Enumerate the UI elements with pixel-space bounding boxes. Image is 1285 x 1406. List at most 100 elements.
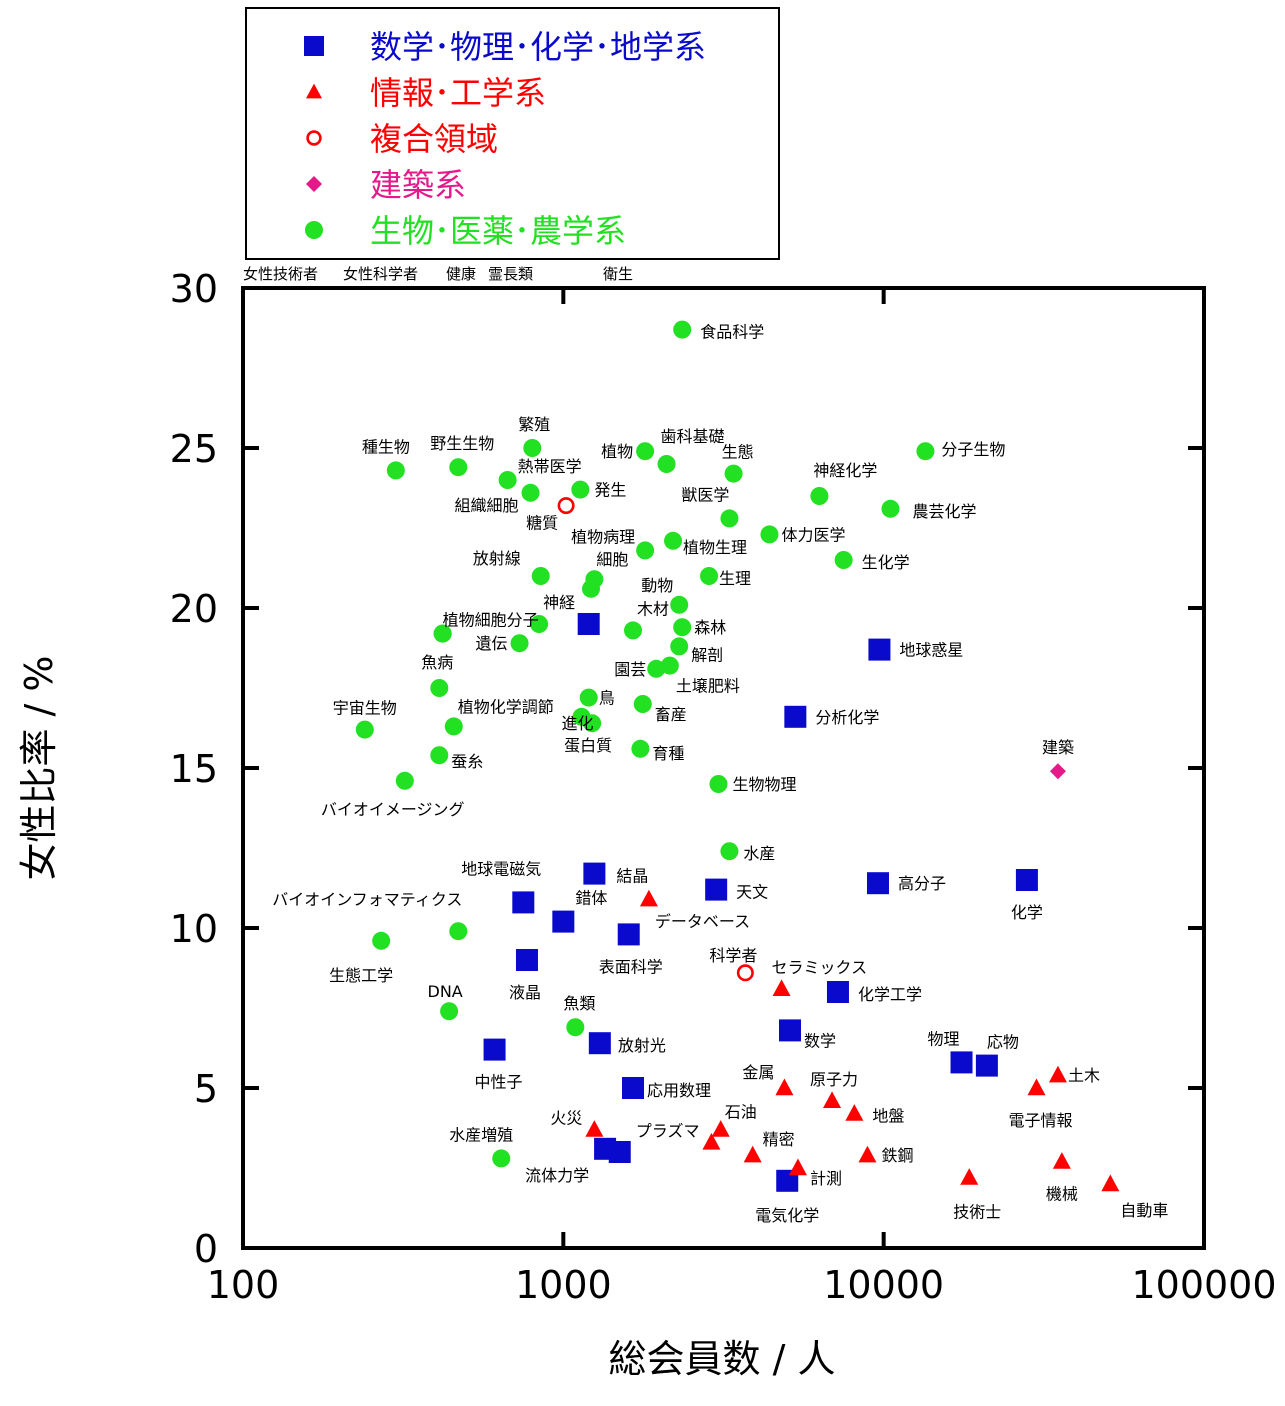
data-point xyxy=(449,922,468,941)
point-label: 体力医学 xyxy=(781,525,845,544)
point-label: 化学工学 xyxy=(858,985,922,1004)
data-point xyxy=(670,595,689,614)
point-label: 結晶 xyxy=(616,867,648,886)
point-label: 火災 xyxy=(550,1109,582,1128)
point-label: 液晶 xyxy=(509,983,541,1002)
data-point xyxy=(760,525,779,544)
data-point xyxy=(868,638,891,661)
data-point xyxy=(960,1168,979,1185)
point-label: 植物細胞分子 xyxy=(443,611,539,630)
data-point xyxy=(440,1002,459,1021)
x-tick-label: 100 xyxy=(207,1263,280,1307)
data-point xyxy=(552,910,575,933)
data-point xyxy=(778,1019,801,1042)
legend-marker xyxy=(304,36,324,56)
data-point xyxy=(355,720,374,739)
point-label: 解剖 xyxy=(691,645,723,664)
point-label: 鳥 xyxy=(599,689,615,708)
point-label: 表面科学 xyxy=(599,957,663,976)
point-label: 技術士 xyxy=(953,1203,1001,1222)
data-point xyxy=(702,1132,721,1150)
point-label: プラズマ xyxy=(636,1121,700,1140)
point-label: 生理 xyxy=(719,569,751,588)
data-point xyxy=(531,567,550,585)
data-point xyxy=(1049,763,1066,780)
data-point xyxy=(647,659,666,678)
point-label: 流体力学 xyxy=(525,1166,589,1185)
point-label: 植物化学調節 xyxy=(458,697,554,716)
data-point xyxy=(705,878,728,901)
data-point xyxy=(673,618,692,637)
point-label: 植物病理 xyxy=(571,527,635,546)
point-label: 進化 xyxy=(562,714,594,733)
point-label: 野生生物 xyxy=(430,434,494,453)
data-point xyxy=(673,320,692,339)
point-label: 物理 xyxy=(928,1029,960,1048)
data-point xyxy=(639,889,658,907)
x-axis-title: 総会員数 / 人 xyxy=(609,1337,836,1381)
point-label: 蚕糸 xyxy=(451,752,483,771)
data-point xyxy=(395,771,414,790)
data-point xyxy=(622,1077,645,1099)
data-point xyxy=(588,1032,611,1055)
y-axis-title: 女性比率 / % xyxy=(17,655,61,880)
y-tick-label: 10 xyxy=(170,907,218,951)
point-label: 生態 xyxy=(722,443,754,462)
data-point xyxy=(530,615,549,633)
data-point xyxy=(583,862,606,885)
data-point xyxy=(498,471,517,489)
point-label: 糖質 xyxy=(526,514,558,533)
data-point xyxy=(834,551,853,569)
point-label: 植物生理 xyxy=(683,538,747,557)
point-label: 歯科基礎 xyxy=(661,427,725,446)
data-point xyxy=(709,775,728,793)
data-point xyxy=(624,621,643,640)
point-label: 生物物理 xyxy=(732,775,796,794)
data-point xyxy=(430,746,449,765)
data-point xyxy=(577,613,600,635)
data-point xyxy=(720,509,739,528)
point-label: 土壌肥料 xyxy=(676,677,740,696)
data-point xyxy=(845,1104,864,1121)
point-label: 数学 xyxy=(804,1031,836,1050)
point-label: 種生物 xyxy=(362,437,410,456)
data-point xyxy=(810,487,829,505)
data-point xyxy=(492,1149,511,1168)
point-label: 神経化学 xyxy=(813,461,877,480)
point-label: 熱帯医学 xyxy=(518,457,582,476)
top-strip-labels: 女性技術者 女性科学者 健康 霊長類 衛生 xyxy=(243,265,633,283)
point-label: 魚病 xyxy=(421,653,453,672)
data-point xyxy=(515,949,538,971)
data-point xyxy=(724,464,743,483)
point-label: 分析化学 xyxy=(815,708,879,727)
data-point xyxy=(1048,1065,1067,1083)
top-strip-label: 女性科学者 xyxy=(343,265,418,283)
data-point xyxy=(523,439,542,457)
data-point xyxy=(975,1054,998,1077)
point-label: 応物 xyxy=(987,1033,1019,1052)
data-point xyxy=(617,923,640,946)
data-point xyxy=(1101,1174,1120,1192)
data-point xyxy=(916,442,935,461)
point-label: 放射線 xyxy=(473,549,521,568)
data-point xyxy=(711,1120,730,1137)
data-point xyxy=(449,458,468,477)
point-label: 土木 xyxy=(1068,1066,1100,1085)
data-point xyxy=(608,1141,631,1163)
data-point xyxy=(557,497,575,515)
point-label: バイオイメージング xyxy=(321,800,465,819)
data-point xyxy=(433,624,452,643)
data-point xyxy=(700,567,719,585)
y-tick-label: 5 xyxy=(194,1067,218,1111)
point-label: 組織細胞 xyxy=(455,496,519,515)
data-point xyxy=(1015,869,1038,891)
point-label: 電子情報 xyxy=(1008,1111,1072,1130)
point-label: 計測 xyxy=(810,1169,842,1188)
data-point xyxy=(636,541,655,560)
legend-marker xyxy=(305,221,323,239)
data-point xyxy=(772,979,791,996)
point-label: 化学 xyxy=(1011,903,1043,922)
point-label: 建築 xyxy=(1042,738,1074,757)
